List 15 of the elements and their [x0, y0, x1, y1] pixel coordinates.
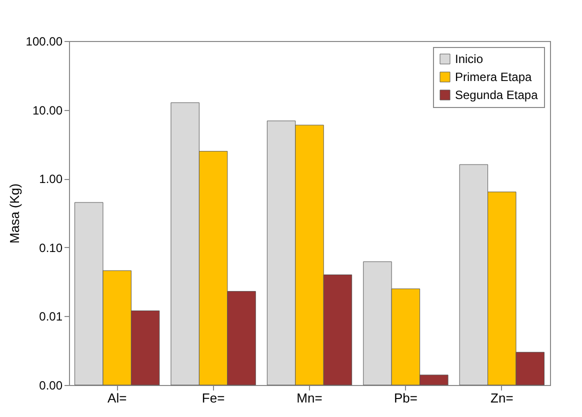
x-tick-label: Mn=: [296, 390, 322, 406]
y-tick-label: 0.10: [39, 240, 63, 255]
y-tick-label: 100.00: [26, 34, 63, 48]
legend-label: Inicio: [455, 52, 484, 66]
x-tick-label: Pb=: [394, 390, 418, 406]
legend-label: Segunda Etapa: [455, 88, 538, 102]
x-tick-label: Fe=: [202, 390, 225, 406]
y-tick-label: 0.01: [39, 310, 63, 324]
y-tick-label: 10.00: [32, 103, 63, 118]
y-tick-label: 0.00: [39, 378, 63, 392]
x-tick-label: Zn=: [490, 390, 514, 406]
x-tick-label: Al=: [108, 390, 127, 406]
y-axis-title: Masa (Kg): [6, 184, 22, 244]
legend-label: Primera Etapa: [455, 70, 532, 84]
y-tick-label: 1.00: [39, 172, 63, 186]
